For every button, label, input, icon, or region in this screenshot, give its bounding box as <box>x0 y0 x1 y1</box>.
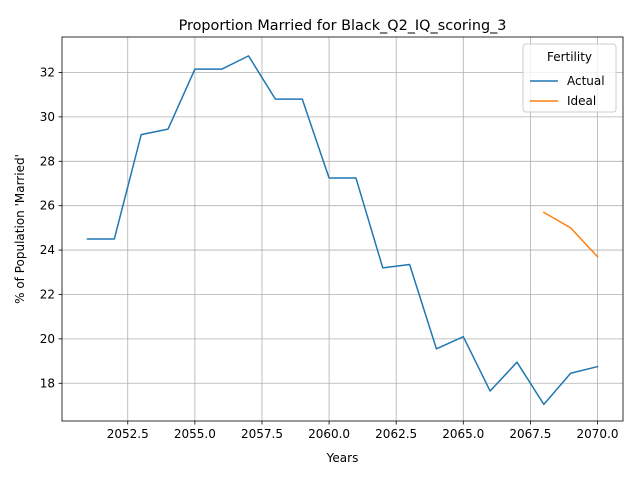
y-tick-label-5: 28 <box>40 154 55 168</box>
legend-label-ideal: Ideal <box>567 94 596 108</box>
legend-label-actual: Actual <box>567 74 605 88</box>
x-tick-label-4: 2062.5 <box>375 427 417 441</box>
y-tick-label-2: 22 <box>40 287 55 301</box>
y-tick-label-7: 32 <box>40 66 55 80</box>
plot-frame <box>61 36 624 422</box>
series-lines <box>86 55 599 406</box>
legend-title: Fertility <box>547 50 592 64</box>
x-axis-title: Years <box>326 451 359 465</box>
x-tick-label-7: 2070.0 <box>577 427 619 441</box>
legend: Fertility Actual Ideal <box>522 43 617 113</box>
x-tick-label-1: 2055.0 <box>174 427 216 441</box>
grid <box>62 37 623 421</box>
axis-ticks: 2052.5 2055.0 2057.5 2060.0 2062.5 2065.0 2067… <box>40 66 619 441</box>
x-tick-label-2: 2057.5 <box>241 427 283 441</box>
y-tick-label-0: 18 <box>40 376 55 390</box>
y-axis-title: % of Population 'Married' <box>13 154 27 304</box>
chart-title: Proportion Married for Black_Q2_IQ_scori… <box>179 18 507 34</box>
x-tick-label-0: 2052.5 <box>107 427 149 441</box>
y-tick-label-3: 24 <box>40 243 55 257</box>
legend-box <box>522 43 617 113</box>
y-tick-label-6: 30 <box>40 110 55 124</box>
x-tick-label-3: 2060.0 <box>308 427 350 441</box>
y-tick-label-1: 20 <box>40 332 55 346</box>
series-line-actual <box>86 55 599 406</box>
y-tick-label-4: 26 <box>40 199 55 213</box>
x-tick-label-6: 2067.5 <box>509 427 551 441</box>
x-tick-label-5: 2065.0 <box>442 427 484 441</box>
series-line-ideal <box>542 211 599 258</box>
